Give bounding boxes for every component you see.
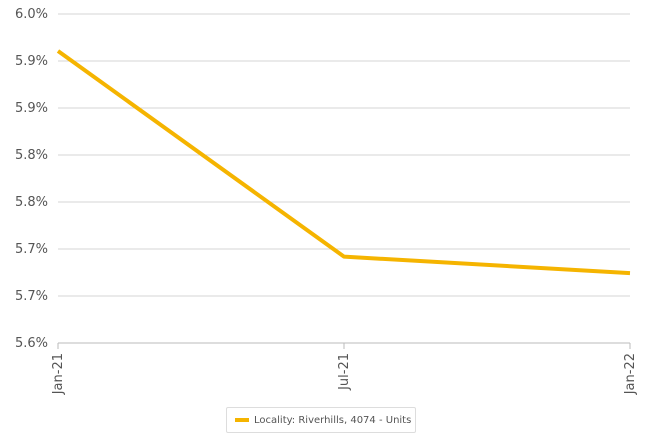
- y-tick-label: 5.6%: [15, 336, 48, 351]
- legend-label: Locality: Riverhills, 4074 - Units: [254, 414, 412, 426]
- y-tick-label: 6.0%: [15, 7, 48, 22]
- grid-lines: [58, 13, 630, 344]
- series-lines: [56, 49, 631, 276]
- y-tick-label: 5.8%: [15, 148, 48, 163]
- y-axis-tick-labels: 6.0% 5.9% 5.9% 5.8% 5.8% 5.7% 5.7% 5.6%: [15, 7, 48, 351]
- y-tick-label: 5.7%: [15, 242, 48, 257]
- y-tick-label: 5.9%: [15, 54, 48, 69]
- series-line[interactable]: [56, 49, 631, 276]
- x-tick-label: Jul-21: [337, 353, 352, 391]
- x-tick-label: Jan-21: [51, 353, 66, 395]
- line-chart: 6.0%5.9%5.9%5.8%5.8%5.7%5.7%5.6% Jan-21 J…: [15, 7, 638, 395]
- legend[interactable]: Locality: Riverhills, 4074 - Units: [226, 407, 416, 433]
- y-tick-label: 5.7%: [15, 289, 48, 304]
- y-tick-label: 5.8%: [15, 195, 48, 210]
- legend-swatch: [235, 418, 249, 422]
- x-tick-label: Jan-22: [623, 353, 638, 395]
- y-tick-label: 5.9%: [15, 101, 48, 116]
- x-axis-tick-labels: Jan-21 Jul-21 Jan-22: [51, 343, 638, 395]
